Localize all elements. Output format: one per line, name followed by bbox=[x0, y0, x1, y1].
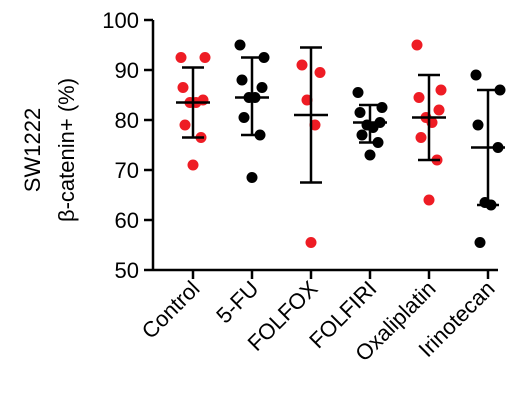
y-axis-title: SW1222 β-catenin+ (%) bbox=[20, 78, 79, 222]
data-point bbox=[423, 194, 435, 206]
data-group bbox=[234, 39, 270, 183]
data-point bbox=[246, 172, 258, 183]
data-point bbox=[305, 237, 317, 248]
x-tick-label: Control bbox=[137, 276, 205, 344]
y-tick-label: 60 bbox=[115, 208, 139, 233]
y-tick-label: 100 bbox=[102, 8, 139, 33]
y-tick-label: 80 bbox=[115, 108, 139, 133]
y-axis: 50 60 70 80 90 100 bbox=[102, 8, 155, 283]
data-point bbox=[413, 92, 425, 103]
data-group bbox=[411, 39, 447, 206]
data-point bbox=[411, 39, 423, 51]
data-groups bbox=[175, 39, 506, 248]
data-point bbox=[433, 104, 445, 116]
data-point bbox=[314, 67, 326, 78]
y-axis-title-line1: SW1222 bbox=[20, 108, 45, 192]
y-tick-label: 50 bbox=[115, 258, 139, 283]
data-point bbox=[175, 52, 187, 63]
data-point bbox=[296, 59, 308, 71]
data-point bbox=[364, 149, 376, 161]
data-point bbox=[472, 119, 484, 131]
y-tick-label: 70 bbox=[115, 158, 139, 183]
data-group bbox=[470, 69, 506, 248]
data-point bbox=[376, 102, 388, 113]
data-point bbox=[470, 69, 482, 81]
data-point bbox=[256, 82, 268, 93]
data-point bbox=[415, 132, 427, 143]
x-axis: Control 5-FUFOLFOXFOLFIRIOxaliplatinIrino… bbox=[137, 268, 500, 366]
data-group bbox=[175, 52, 211, 171]
data-point bbox=[352, 87, 364, 98]
data-point bbox=[435, 84, 447, 96]
data-point bbox=[199, 52, 211, 63]
data-group bbox=[294, 46, 328, 248]
y-axis-title-line2: β-catenin+ (%) bbox=[54, 78, 79, 222]
data-point bbox=[474, 237, 486, 248]
data-point bbox=[236, 74, 248, 86]
data-point bbox=[354, 107, 366, 118]
data-point bbox=[356, 129, 368, 141]
data-point bbox=[238, 112, 250, 123]
data-point bbox=[494, 84, 506, 96]
x-tick-label: 5-FU bbox=[211, 276, 263, 328]
data-point bbox=[177, 82, 189, 93]
data-point bbox=[179, 119, 191, 131]
data-group bbox=[352, 87, 388, 161]
data-point bbox=[187, 159, 199, 171]
y-tick-label: 90 bbox=[115, 58, 139, 83]
data-point bbox=[234, 39, 246, 51]
data-point bbox=[258, 52, 270, 63]
